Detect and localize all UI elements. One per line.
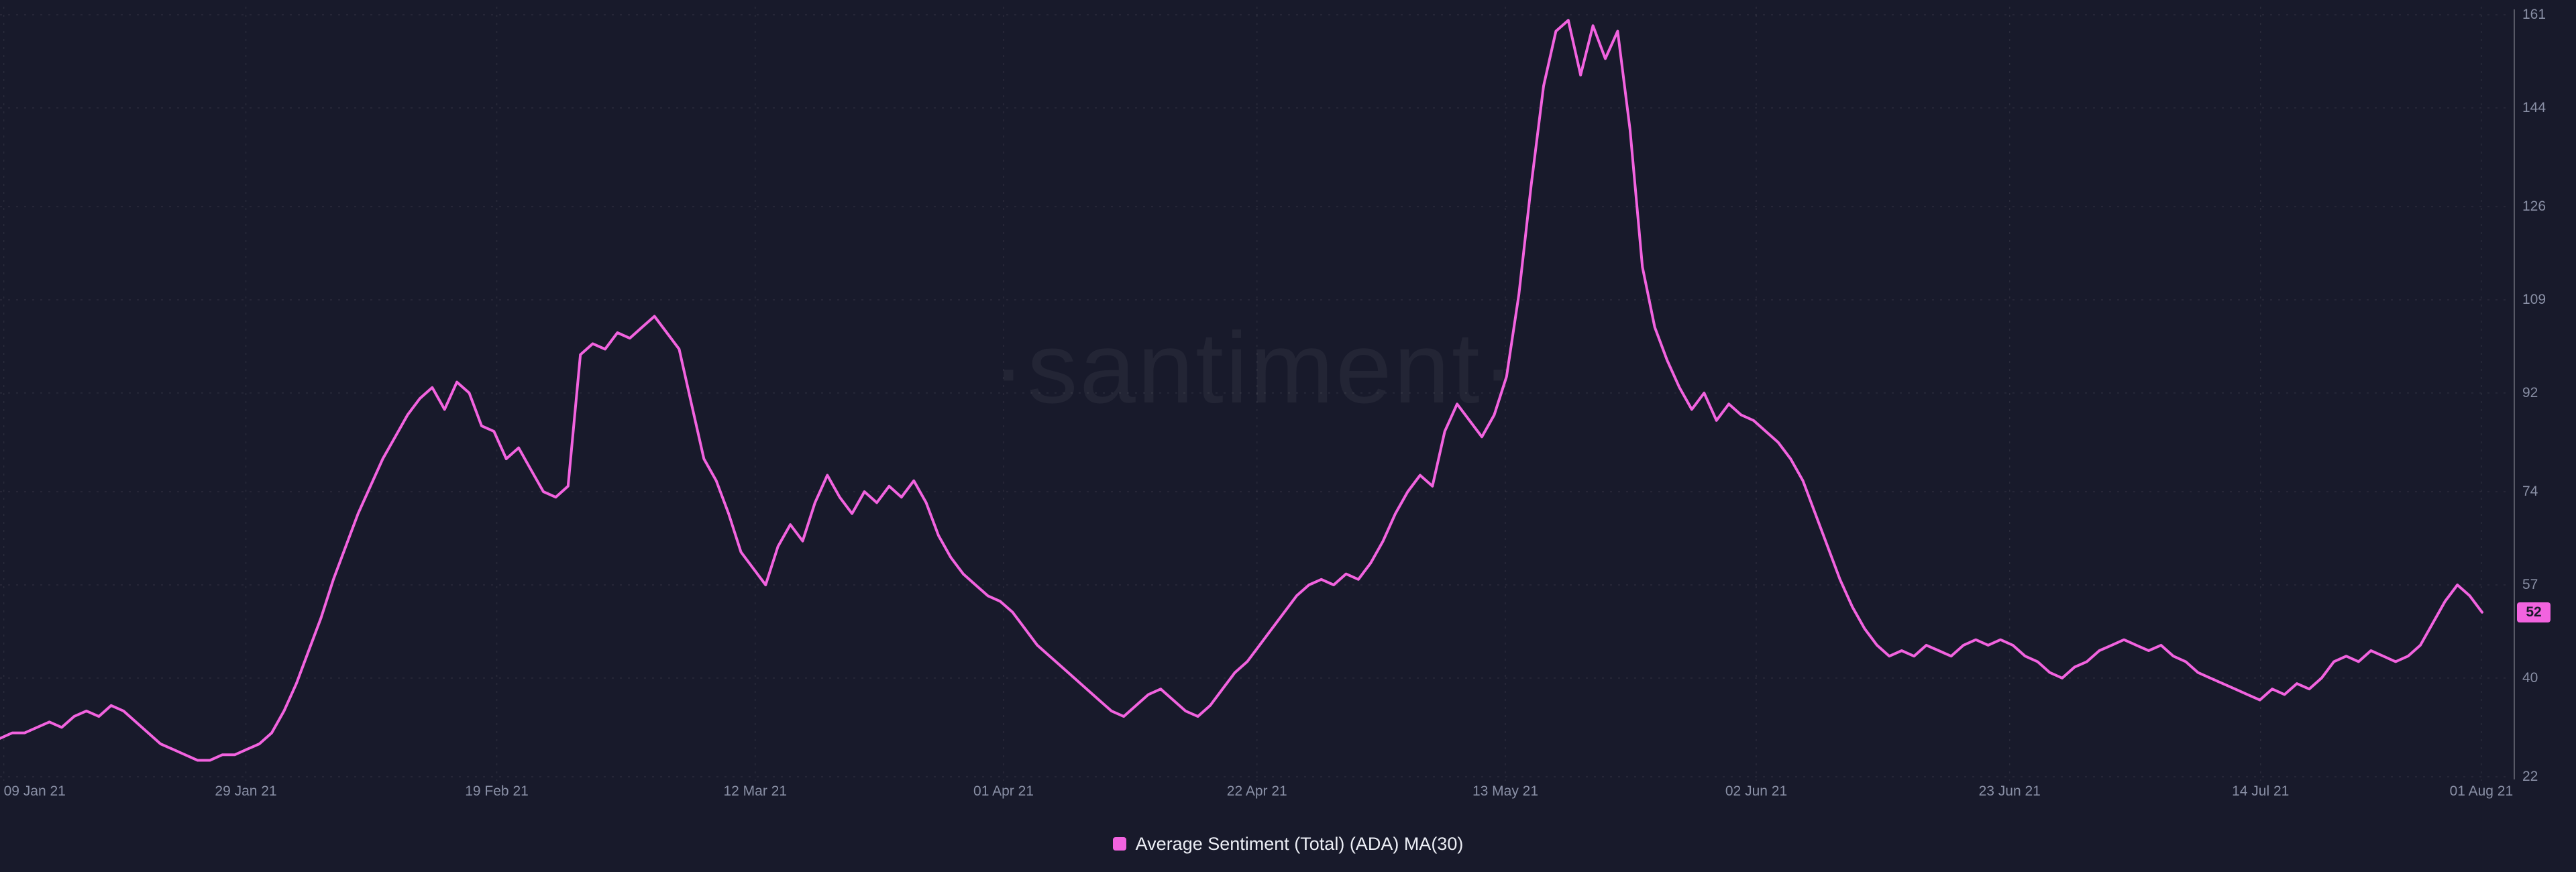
x-axis[interactable]: 09 Jan 21 29 Jan 21 19 Feb 21 12 Mar 21 01 A… — [0, 783, 2514, 804]
x-axis-label: 01 Aug 21 — [2449, 783, 2514, 799]
x-axis-label: 23 Jun 21 — [1978, 783, 2041, 799]
y-axis-label: 126 — [2522, 199, 2546, 215]
y-axis-label: 57 — [2522, 576, 2538, 592]
sentiment-line-series — [0, 19, 2483, 762]
x-axis-label: 12 Mar 21 — [723, 783, 788, 799]
legend-item-average-sentiment[interactable]: Average Sentiment (Total) (ADA) MA(30) — [1112, 833, 1464, 855]
x-axis-label: 02 Jun 21 — [1725, 783, 1788, 799]
legend-marker-icon — [1112, 837, 1126, 851]
x-axis-label: 29 Jan 21 — [215, 783, 277, 799]
y-axis[interactable]: 161 144 126 109 92 74 57 40 22 — [2517, 0, 2576, 785]
x-axis-label: 19 Feb 21 — [465, 783, 529, 799]
legend-label: Average Sentiment (Total) (ADA) MA(30) — [1135, 833, 1464, 854]
x-axis-label: 01 Apr 21 — [973, 783, 1034, 799]
y-axis-label: 22 — [2522, 769, 2538, 784]
sentiment-chart-canvas[interactable] — [0, 0, 2576, 785]
y-axis-label: 40 — [2522, 669, 2538, 686]
chart-legend: Average Sentiment (Total) (ADA) MA(30) — [0, 829, 2576, 859]
x-axis-label: 22 Apr 21 — [1226, 783, 1287, 799]
x-axis-label: 14 Jul 21 — [2232, 783, 2290, 799]
x-axis-label: 13 May 21 — [1472, 783, 1539, 799]
current-value-badge: 52 — [2517, 602, 2551, 622]
y-axis-line — [2514, 9, 2515, 779]
y-axis-label: 109 — [2522, 291, 2546, 307]
y-axis-label: 92 — [2522, 384, 2538, 400]
y-axis-label: 144 — [2522, 99, 2546, 115]
x-axis-label: 09 Jan 21 — [3, 783, 66, 799]
y-axis-label: 74 — [2522, 484, 2538, 500]
y-axis-label: 161 — [2522, 7, 2546, 22]
